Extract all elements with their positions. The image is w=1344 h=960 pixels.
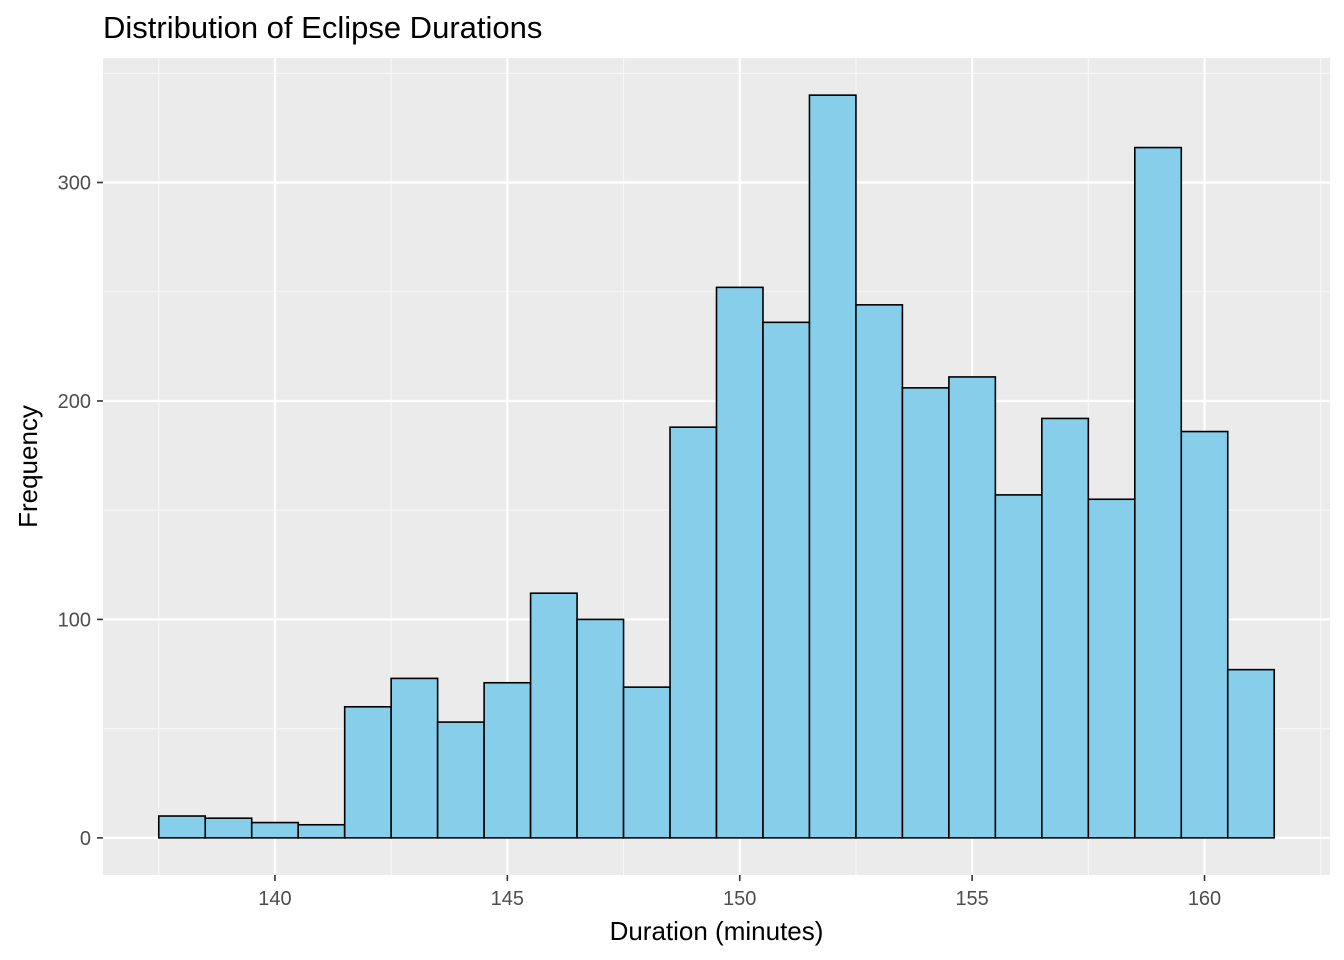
histogram-bar bbox=[204, 817, 253, 839]
histogram-bar bbox=[715, 286, 764, 839]
histogram-bar bbox=[669, 426, 718, 839]
x-tick-label: 145 bbox=[491, 888, 524, 910]
chart-title: Distribution of Eclipse Durations bbox=[103, 10, 543, 45]
histogram-bar bbox=[1087, 498, 1136, 839]
histogram-bar bbox=[1133, 146, 1183, 839]
x-tick-label: 140 bbox=[258, 888, 291, 910]
y-axis-title: Frequency bbox=[13, 405, 43, 528]
histogram-bar bbox=[436, 721, 485, 839]
y-tick-label: 200 bbox=[58, 391, 91, 413]
histogram-bar bbox=[994, 494, 1043, 839]
y-axis-ticks: 0 100 200 300 bbox=[58, 173, 103, 850]
x-tick-label: 155 bbox=[955, 888, 988, 910]
histogram-bar bbox=[948, 376, 997, 839]
histogram-bar bbox=[529, 592, 578, 839]
x-axis-title: Duration (minutes) bbox=[610, 916, 824, 946]
histogram-bars bbox=[157, 94, 1276, 839]
histogram-bar bbox=[901, 387, 950, 839]
x-tick-label: 150 bbox=[723, 888, 756, 910]
histogram-bar bbox=[390, 677, 439, 839]
histogram-bar bbox=[1180, 430, 1229, 839]
histogram-bar bbox=[808, 94, 857, 839]
x-axis-ticks: 140 145 150 155 160 bbox=[258, 875, 1221, 910]
histogram-bar bbox=[762, 321, 811, 839]
histogram-bar bbox=[1226, 668, 1276, 839]
histogram-bar bbox=[343, 705, 392, 839]
histogram-bar bbox=[157, 815, 207, 839]
y-tick-label: 300 bbox=[58, 173, 91, 195]
histogram-bar bbox=[622, 686, 671, 839]
histogram-bar bbox=[1041, 417, 1090, 839]
histogram-bar bbox=[855, 304, 904, 839]
histogram-bar bbox=[483, 681, 532, 839]
y-tick-label: 100 bbox=[58, 609, 91, 631]
y-tick-label: 0 bbox=[80, 828, 91, 850]
histogram-bar bbox=[576, 618, 625, 839]
histogram-bar bbox=[250, 821, 300, 839]
histogram-bar bbox=[297, 823, 346, 839]
x-tick-label: 160 bbox=[1188, 888, 1221, 910]
